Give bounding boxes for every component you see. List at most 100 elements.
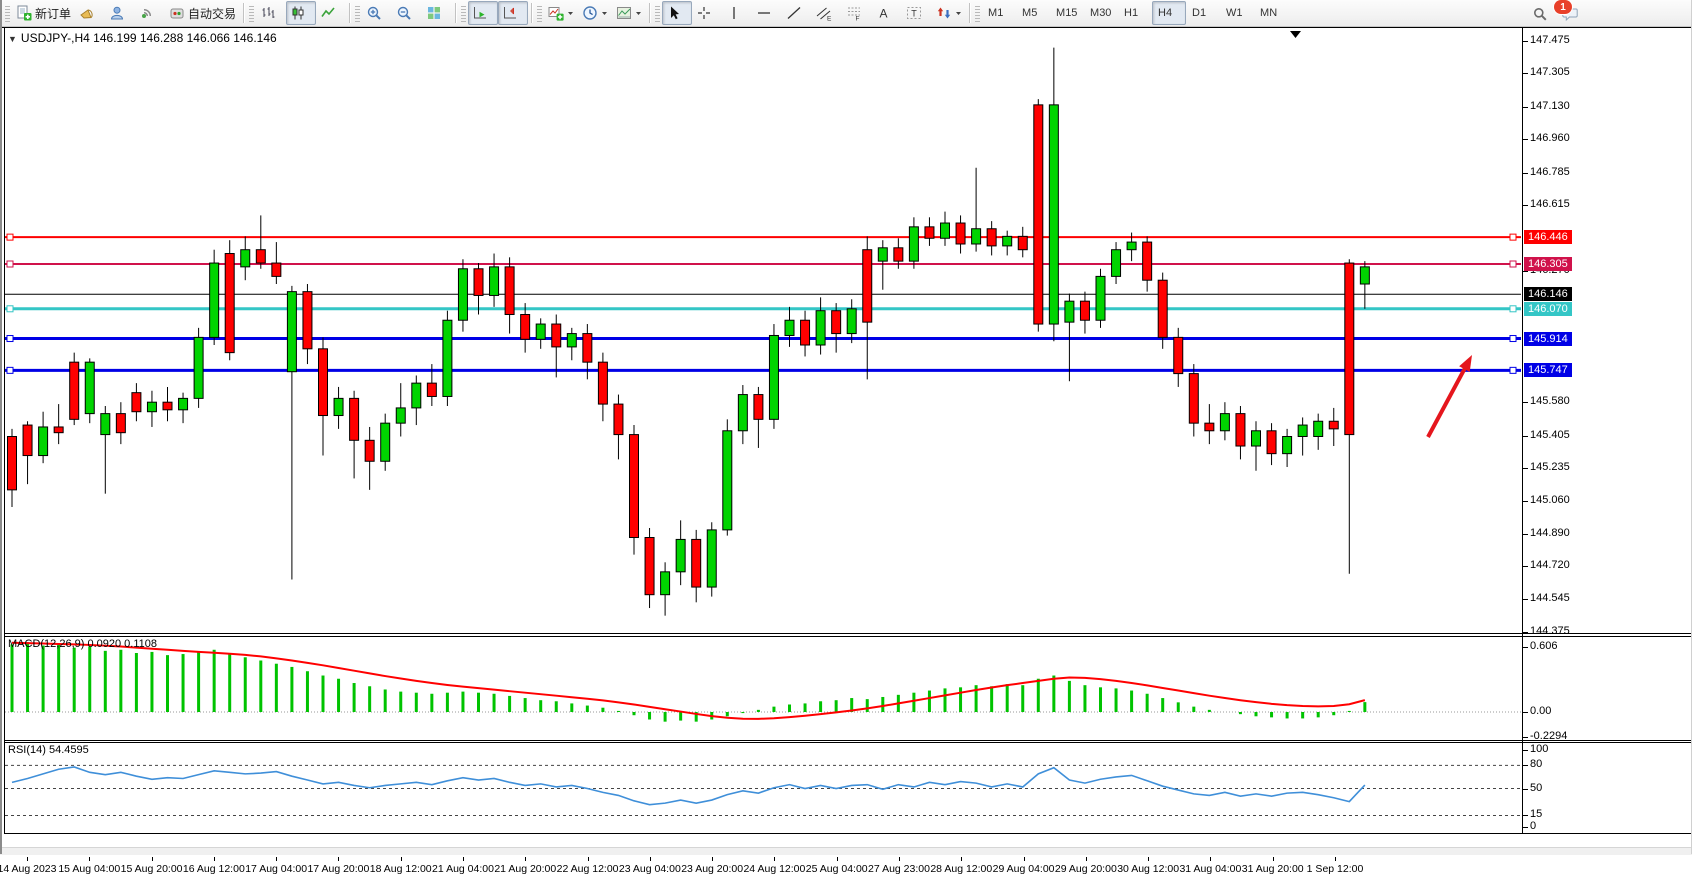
horizontal-line-button[interactable] <box>752 1 782 25</box>
zoom-out-button[interactable] <box>392 1 422 25</box>
auto-scroll-button[interactable] <box>468 1 498 25</box>
channel-icon: E <box>816 5 832 21</box>
timeframe-h1-button[interactable]: H1 <box>1118 1 1152 25</box>
candle <box>1329 421 1338 429</box>
time-tick <box>463 857 464 861</box>
candle <box>132 393 141 412</box>
axis-tick <box>1523 173 1528 174</box>
candle <box>521 315 530 340</box>
line-anchor[interactable] <box>1510 306 1516 312</box>
axis-tick <box>1523 73 1528 74</box>
zoom-in-button[interactable] <box>362 1 392 25</box>
timeframe-h4-button[interactable]: H4 <box>1152 1 1186 25</box>
arrows-button[interactable] <box>932 1 966 25</box>
candle <box>23 425 32 455</box>
line-anchor[interactable] <box>7 336 13 342</box>
axis-line <box>1522 27 1523 833</box>
candle <box>396 408 405 423</box>
timeframe-mn-button[interactable]: MN <box>1254 1 1288 25</box>
vline-icon <box>726 5 742 21</box>
tile-windows-button[interactable] <box>422 1 452 25</box>
line-chart-button[interactable] <box>316 1 346 25</box>
candle <box>863 250 872 322</box>
signals-button[interactable] <box>135 1 165 25</box>
trendline-button[interactable] <box>782 1 812 25</box>
candle <box>925 227 934 238</box>
line-anchor[interactable] <box>1510 367 1516 373</box>
autotrading-button[interactable]: 自动交易 <box>165 1 240 25</box>
time-label: 23 Aug 20:00 <box>681 863 743 875</box>
publisher-button[interactable] <box>105 1 135 25</box>
zoom-in-icon <box>366 5 382 21</box>
timeframe-m5-button[interactable]: M5 <box>1016 1 1050 25</box>
macd-panel[interactable] <box>0 637 1692 740</box>
candle <box>427 383 436 396</box>
time-tick <box>712 857 713 861</box>
search-icon <box>1532 6 1548 22</box>
candle <box>1205 423 1214 431</box>
panel-border <box>4 742 1692 743</box>
axis-tick <box>1523 789 1528 790</box>
new-order-button[interactable]: 新订单 <box>12 1 75 25</box>
templates-button[interactable] <box>612 1 646 25</box>
axis-tick-label: 100 <box>1530 743 1548 755</box>
timeframe-m1-button[interactable]: M1 <box>982 1 1016 25</box>
toolbar-drag-handle <box>975 4 980 22</box>
crosshair-button[interactable] <box>692 1 722 25</box>
signals-icon <box>139 5 155 21</box>
news-horn-button[interactable] <box>75 1 105 25</box>
candle <box>70 362 79 419</box>
line-anchor[interactable] <box>1510 261 1516 267</box>
line-anchor[interactable] <box>1510 336 1516 342</box>
chat-button[interactable]: 1 <box>1558 2 1588 26</box>
vertical-line-button[interactable] <box>722 1 752 25</box>
line-anchor[interactable] <box>7 306 13 312</box>
candle <box>1034 105 1043 324</box>
indicators-button[interactable] <box>544 1 578 25</box>
indicators-icon <box>548 5 564 21</box>
timeframe-w1-button[interactable]: W1 <box>1220 1 1254 25</box>
timeframe-d1-button[interactable]: D1 <box>1186 1 1220 25</box>
chart-shift-marker[interactable] <box>1290 31 1301 38</box>
line-anchor[interactable] <box>7 234 13 240</box>
chart-window[interactable]: ▼USDJPY-,H4 146.199 146.288 146.066 146.… <box>0 27 1692 854</box>
axis-tick <box>1523 205 1528 206</box>
timeframe-m30-button[interactable]: M30 <box>1084 1 1118 25</box>
red-up-arrow[interactable] <box>1428 364 1467 437</box>
candle <box>1236 414 1245 446</box>
candle <box>1189 374 1198 424</box>
line-anchor[interactable] <box>7 261 13 267</box>
candle <box>443 320 452 396</box>
candle <box>972 229 981 244</box>
bar-chart-button[interactable] <box>256 1 286 25</box>
candle <box>85 362 94 413</box>
line-anchor[interactable] <box>7 367 13 373</box>
candle <box>987 229 996 246</box>
rsi-panel[interactable] <box>0 743 1692 833</box>
candle <box>1314 421 1323 436</box>
text-label-button[interactable]: T <box>902 1 932 25</box>
time-tick <box>276 857 277 861</box>
time-tick <box>1210 857 1211 861</box>
chart-shift-button[interactable] <box>498 1 528 25</box>
symbol-dropdown-icon[interactable]: ▼ <box>8 34 17 44</box>
text-button[interactable]: A <box>872 1 902 25</box>
candlestick-chart-button[interactable] <box>286 1 316 25</box>
timeframe-m15-button[interactable]: M15 <box>1050 1 1084 25</box>
time-tick <box>214 857 215 861</box>
line-anchor[interactable] <box>1510 234 1516 240</box>
candle <box>365 440 374 461</box>
channel-button[interactable]: E <box>812 1 842 25</box>
axis-tick-label: 80 <box>1530 758 1542 770</box>
cursor-button[interactable] <box>662 1 692 25</box>
axis-tick <box>1523 827 1528 828</box>
axis-tick <box>1523 647 1528 648</box>
fibonacci-button[interactable]: F <box>842 1 872 25</box>
candle <box>39 427 48 456</box>
price-chart-plot[interactable] <box>0 28 1692 634</box>
autotrading-icon <box>169 5 185 21</box>
periods-button[interactable] <box>578 1 612 25</box>
time-label: 18 Aug 12:00 <box>370 863 432 875</box>
tiles-icon <box>426 5 442 21</box>
